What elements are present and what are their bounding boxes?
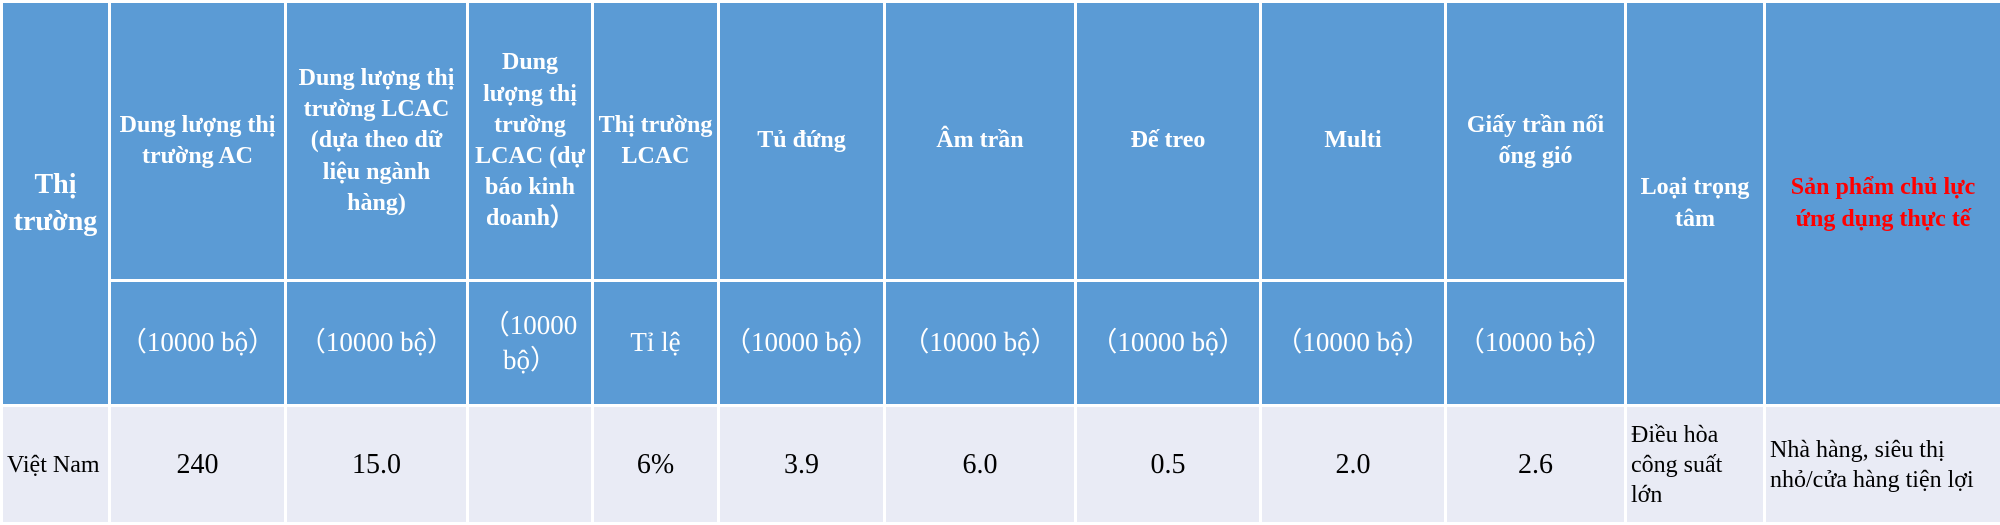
value-cell: 2.0 [1261,406,1446,524]
unit-cell: （10000 bộ） [468,281,593,406]
products-header: Sản phẩm chủ lực ứng dụng thực tế [1765,2,2000,406]
market-header: Thị trường [2,2,110,406]
column-header: Tủ đứng [719,2,885,281]
unit-cell: （10000 bộ） [110,281,286,406]
unit-cell: （10000 bộ） [885,281,1076,406]
value-cell: 6.0 [885,406,1076,524]
value-cell: 240 [110,406,286,524]
column-header: Đế treo [1076,2,1261,281]
value-cell: 6% [593,406,719,524]
unit-cell: （10000 bộ） [286,281,468,406]
column-header: Dung lượng thị trường LCAC (dựa theo dữ … [286,2,468,281]
focus-header: Loại trọng tâm [1626,2,1765,406]
column-header: Dung lượng thị trường LCAC (dự báo kinh … [468,2,593,281]
value-cell [468,406,593,524]
column-header: Giấy trần nối ống gió [1446,2,1626,281]
focus-cell: Điều hòa công suất lớn [1626,406,1765,524]
unit-cell: （10000 bộ） [719,281,885,406]
value-cell: 3.9 [719,406,885,524]
value-cell: 15.0 [286,406,468,524]
unit-cell: （10000 bộ） [1076,281,1261,406]
unit-cell: （10000 bộ） [1446,281,1626,406]
column-header: Âm trần [885,2,1076,281]
column-header: Multi [1261,2,1446,281]
column-header: Dung lượng thị trường AC [110,2,286,281]
products-cell: Nhà hàng, siêu thị nhỏ/cửa hàng tiện lợi [1765,406,2000,524]
unit-cell: Tỉ lệ [593,281,719,406]
unit-cell: （10000 bộ） [1261,281,1446,406]
column-header: Thị trường LCAC [593,2,719,281]
value-cell: 2.6 [1446,406,1626,524]
market-cell: Việt Nam [2,406,110,524]
value-cell: 0.5 [1076,406,1261,524]
